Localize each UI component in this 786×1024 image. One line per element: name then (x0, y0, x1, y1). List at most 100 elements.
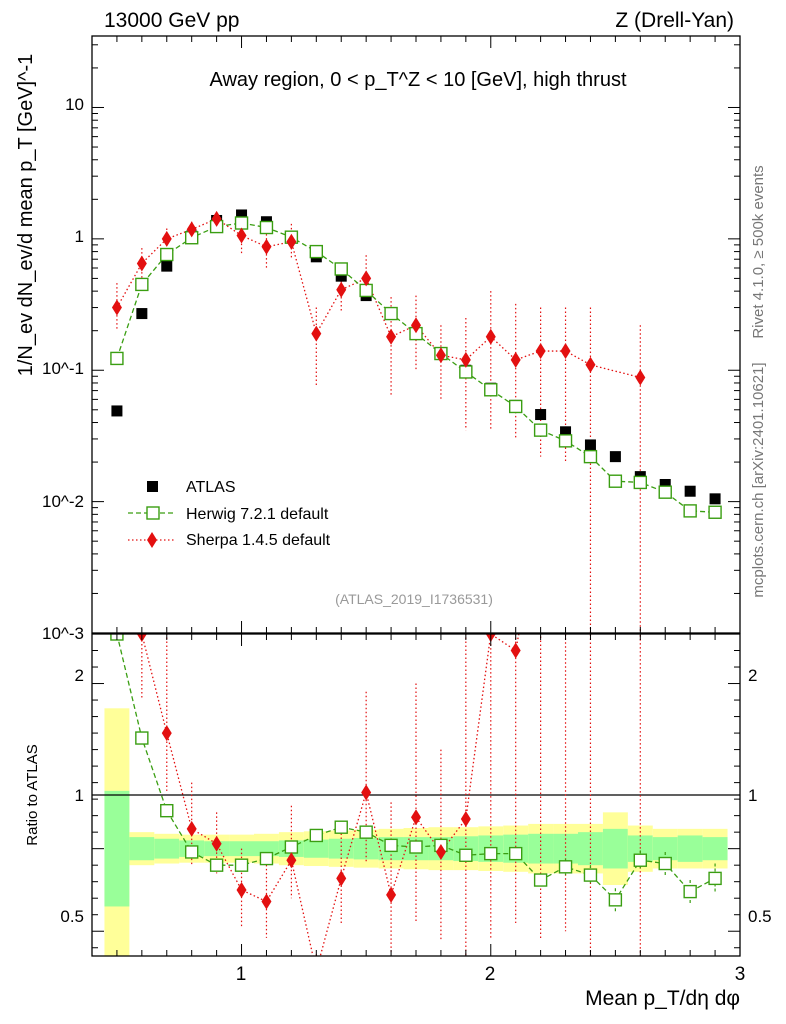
ratio-ytick-label-1-left: 1 (75, 786, 84, 805)
main-ytick-label-1: 1 (75, 227, 84, 246)
ratio-sherpa-point (336, 870, 347, 887)
ratio-series (110, 634, 722, 979)
sherpa-point (286, 233, 297, 250)
atlas-point (684, 485, 696, 497)
ratio-ytick-label-0p5-left: 0.5 (60, 907, 84, 926)
sherpa-point (510, 351, 521, 368)
legend-label-atlas: ATLAS (186, 479, 236, 496)
atlas-point (560, 426, 572, 438)
main-y-axis-label: 1/N_ev dN_ev/d mean p_T [GeV]^-1 (15, 54, 37, 377)
sherpa-point (585, 356, 596, 373)
analysis-watermark: (ATLAS_2019_I1736531) (335, 591, 493, 607)
ratio-herwig-point (309, 828, 324, 843)
ratio-uncertainty-bands (104, 708, 728, 956)
xtick-label-3: 3 (735, 964, 746, 985)
ratio-sherpa-point (510, 642, 521, 659)
ratio-herwig-point (683, 884, 697, 899)
sherpa-point (535, 343, 546, 360)
ratio-herwig-point (259, 851, 274, 866)
atlas-point (584, 439, 596, 451)
ratio-sherpa-point (286, 852, 297, 869)
ratio-ytick-label-2-left: 2 (75, 666, 84, 685)
herwig-point (234, 216, 249, 230)
legend: ATLAS Herwig 7.2.1 default Sherpa 1.4.5 … (128, 479, 331, 549)
sherpa-point (485, 328, 496, 345)
ratio-ytick-label-0p5-right: 0.5 (748, 907, 772, 926)
sherpa-point (336, 281, 347, 298)
side-mcplots-label: mcplots.cern.ch [arXiv:2401.10621] (750, 362, 767, 597)
herwig-point (683, 504, 697, 518)
ratio-band-inner (154, 838, 180, 859)
header-process: Z (Drell-Yan) (615, 9, 734, 32)
ratio-herwig-point (384, 838, 398, 853)
herwig-point (558, 434, 573, 448)
atlas-point (535, 409, 547, 421)
sherpa-point (311, 325, 322, 342)
atlas-point (335, 270, 347, 282)
ratio-band-inner (652, 837, 678, 861)
sherpa-point (460, 351, 471, 368)
herwig-point (309, 244, 324, 259)
ratio-sherpa-point (261, 893, 272, 910)
ratio-herwig-point (160, 803, 174, 818)
ratio-sherpa-point (211, 835, 222, 852)
sherpa-point (386, 328, 397, 345)
sherpa-point (411, 317, 421, 334)
ratio-herwig-point (234, 858, 249, 872)
herwig-point (259, 220, 274, 235)
ratio-band-inner (602, 828, 628, 869)
main-panel-title: Away region, 0 < p_T^Z < 10 [GeV], high … (209, 69, 626, 91)
ratio-herwig-point (608, 893, 623, 907)
legend-marker-herwig (146, 506, 160, 520)
ratio-band-inner (303, 839, 329, 858)
ratio-herwig-point (459, 848, 473, 862)
ratio-sherpa-point (236, 881, 247, 898)
herwig-point (384, 306, 398, 321)
sherpa-point (111, 299, 122, 316)
herwig-point (508, 399, 523, 414)
axis-ticks (91, 36, 741, 956)
ratio-herwig-point (708, 871, 722, 886)
header-collision: 13000 GeV pp (104, 9, 239, 32)
ratio-sherpa-point (311, 963, 321, 979)
ratio-band-inner (578, 832, 603, 866)
sherpa-point (361, 270, 372, 287)
atlas-point (136, 308, 148, 320)
xtick-label-2: 2 (485, 964, 496, 985)
ratio-herwig-point (284, 840, 299, 854)
ratio-sherpa-point (386, 886, 397, 903)
herwig-point (110, 351, 124, 366)
ratio-band-inner (129, 837, 155, 861)
herwig-point (633, 475, 648, 490)
main-ytick-label-1e-2: 10^-2 (42, 492, 84, 511)
herwig-point (583, 449, 598, 464)
sherpa-point (435, 347, 446, 364)
ratio-herwig-point (359, 825, 373, 839)
sherpa-point (635, 369, 646, 386)
ratio-y-axis-label: Ratio to ATLAS (24, 744, 41, 845)
atlas-point (609, 451, 621, 463)
atlas-point (709, 493, 721, 505)
sherpa-point (186, 221, 197, 238)
ratio-herwig-point (508, 846, 523, 861)
ratio-sherpa-point (361, 784, 372, 801)
atlas-point (659, 478, 671, 490)
ratio-herwig-point (633, 853, 648, 867)
ratio-ytick-label-1-right: 1 (748, 786, 757, 805)
herwig-point (135, 277, 149, 292)
ratio-sherpa-point (435, 843, 446, 860)
sherpa-point (211, 210, 222, 227)
herwig-point (658, 485, 672, 499)
herwig-point (160, 247, 174, 262)
legend-label-herwig: Herwig 7.2.1 default (186, 506, 329, 523)
ratio-herwig-point (484, 846, 498, 861)
ratio-herwig-point (409, 840, 423, 854)
side-rivet-label: Rivet 4.1.0, ≥ 500k events (750, 165, 767, 338)
ratio-band-inner (328, 838, 354, 859)
atlas-point (236, 209, 248, 221)
atlas-point (111, 405, 123, 417)
ratio-herwig-point (334, 820, 348, 834)
main-ytick-label-10: 10 (65, 95, 84, 114)
atlas-point (161, 260, 173, 272)
ratio-band-inner (104, 790, 130, 907)
